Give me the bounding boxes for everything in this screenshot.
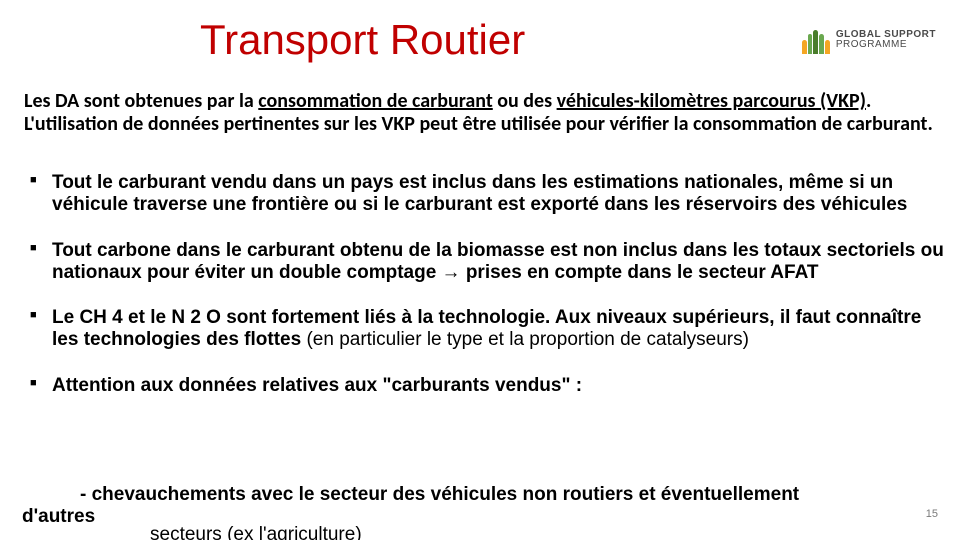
bullet-3: Le CH 4 et le N 2 O sont fortement liés … bbox=[24, 307, 948, 351]
slide-title: Transport Routier bbox=[200, 16, 525, 64]
bullet-1: Tout le carburant vendu dans un pays est… bbox=[24, 172, 948, 216]
intro-paragraph: Les DA sont obtenues par la consommation… bbox=[24, 90, 936, 136]
cutoff-text: secteurs (ex l'agriculture) bbox=[150, 524, 362, 540]
slide: Transport Routier GLOBAL SUPPORT PROGRAM… bbox=[0, 0, 960, 540]
sub-line1: - chevauchements avec le secteur des véh… bbox=[22, 484, 948, 506]
bullet-4-text: Attention aux données relatives aux "car… bbox=[52, 375, 582, 396]
brand-logo: GLOBAL SUPPORT PROGRAMME bbox=[802, 26, 936, 54]
logo-icon bbox=[802, 26, 830, 54]
bullet-list: Tout le carburant vendu dans un pays est… bbox=[24, 172, 948, 421]
intro-underline-2: véhicules-kilomètres parcourus (VKP) bbox=[557, 89, 866, 113]
logo-text: GLOBAL SUPPORT PROGRAMME bbox=[836, 30, 936, 50]
bullet-2: Tout carbone dans le carburant obtenu de… bbox=[24, 240, 948, 284]
intro-underline-1: consommation de carburant bbox=[258, 89, 492, 113]
page-number: 15 bbox=[926, 508, 938, 520]
sub-paragraph: - chevauchements avec le secteur des véh… bbox=[22, 484, 948, 528]
bullet-1-text: Tout le carburant vendu dans un pays est… bbox=[52, 172, 907, 215]
intro-text-a: Les DA sont obtenues par la bbox=[24, 89, 258, 113]
bullet-3-text-b: (en particulier le type et la proportion… bbox=[306, 329, 749, 350]
bullet-4: Attention aux données relatives aux "car… bbox=[24, 375, 948, 397]
bullet-2-text: Tout carbone dans le carburant obtenu de… bbox=[52, 240, 944, 283]
intro-text-b: ou des bbox=[493, 89, 557, 113]
sub-line2: d'autres bbox=[22, 506, 95, 527]
logo-line2: PROGRAMME bbox=[836, 40, 936, 50]
